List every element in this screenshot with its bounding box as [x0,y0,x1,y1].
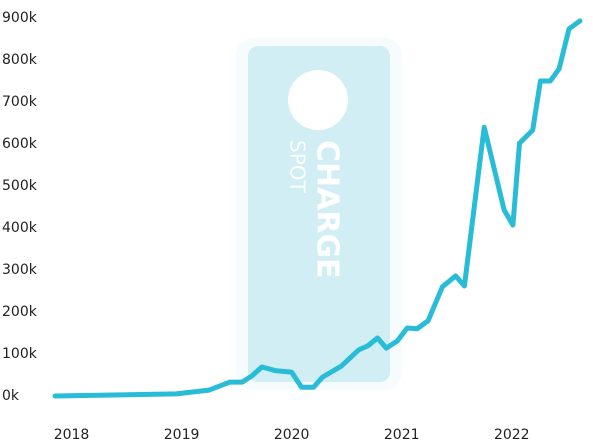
watermark-brand: CHARGE [310,140,345,279]
y-tick-label: 700k [2,94,38,110]
x-tick-label: 2020 [274,427,310,443]
x-tick-label: 2022 [494,427,530,443]
y-tick-label: 200k [2,304,38,320]
x-tick-label: 2019 [164,427,200,443]
y-tick-label: 100k [2,346,38,362]
y-tick-label: 400k [2,220,38,236]
y-tick-label: 500k [2,178,38,194]
watermark-logo [288,70,348,130]
y-tick-label: 600k [2,136,38,152]
chart: CHARGE SPOT 0k 100k 200k 300k 400k 500k 600k 70… [0,0,593,447]
y-tick-label: 800k [2,52,38,68]
x-tick-label: 2021 [384,427,420,443]
y-tick-label: 300k [2,262,38,278]
page: CHARGE SPOT 0k 100k 200k 300k 400k 500k 600k 70… [0,0,593,447]
y-tick-label: 900k [2,10,38,26]
x-tick-label: 2018 [54,427,90,443]
watermark-sub: SPOT [286,140,310,193]
y-tick-label: 0k [2,388,20,404]
